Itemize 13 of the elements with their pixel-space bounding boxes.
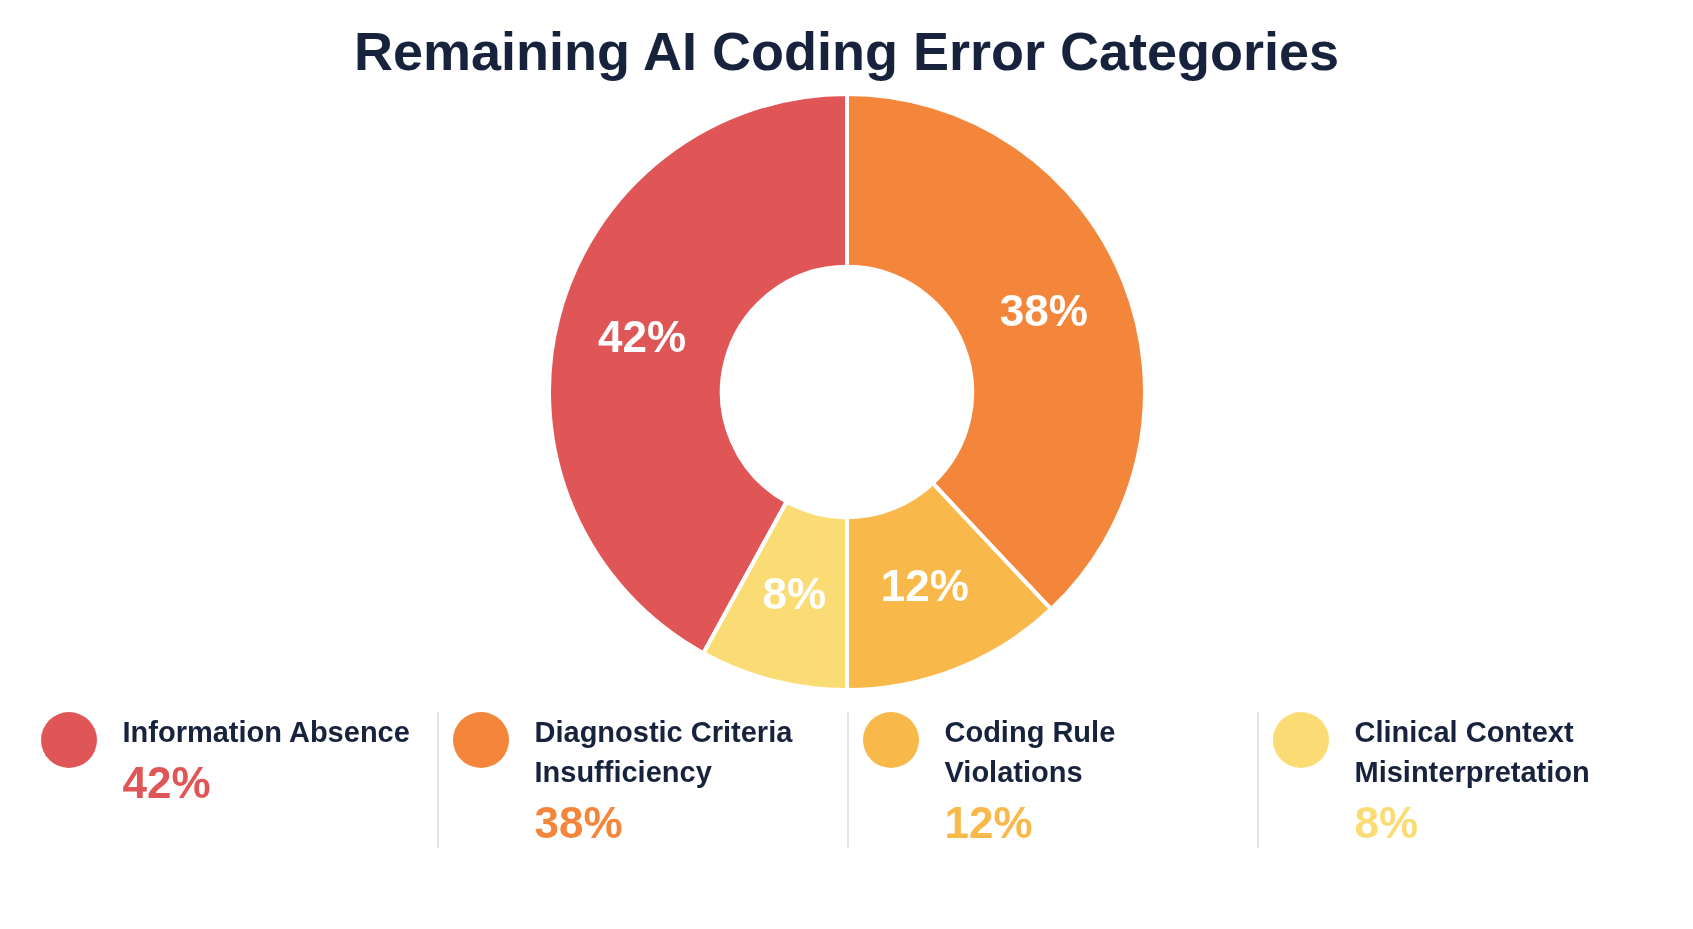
- legend-label: Diagnostic Criteria Insufficiency: [534, 715, 794, 790]
- data-label: 38%: [999, 286, 1088, 336]
- chart-title: Remaining AI Coding Error Categories: [352, 20, 1341, 83]
- text: 38%: [534, 798, 623, 847]
- data-label: 42%: [597, 311, 686, 361]
- text: 12%: [944, 798, 1033, 847]
- legend-label: Information Absence: [122, 715, 411, 750]
- legend-label: Clinical Context Misinterpretation: [1354, 715, 1591, 790]
- text: 8%: [1354, 798, 1419, 847]
- data-label: 8%: [762, 569, 826, 619]
- text: 42%: [122, 758, 211, 807]
- data-label: 12%: [880, 560, 969, 610]
- legend-label: Coding Rule Violations: [944, 715, 1117, 790]
